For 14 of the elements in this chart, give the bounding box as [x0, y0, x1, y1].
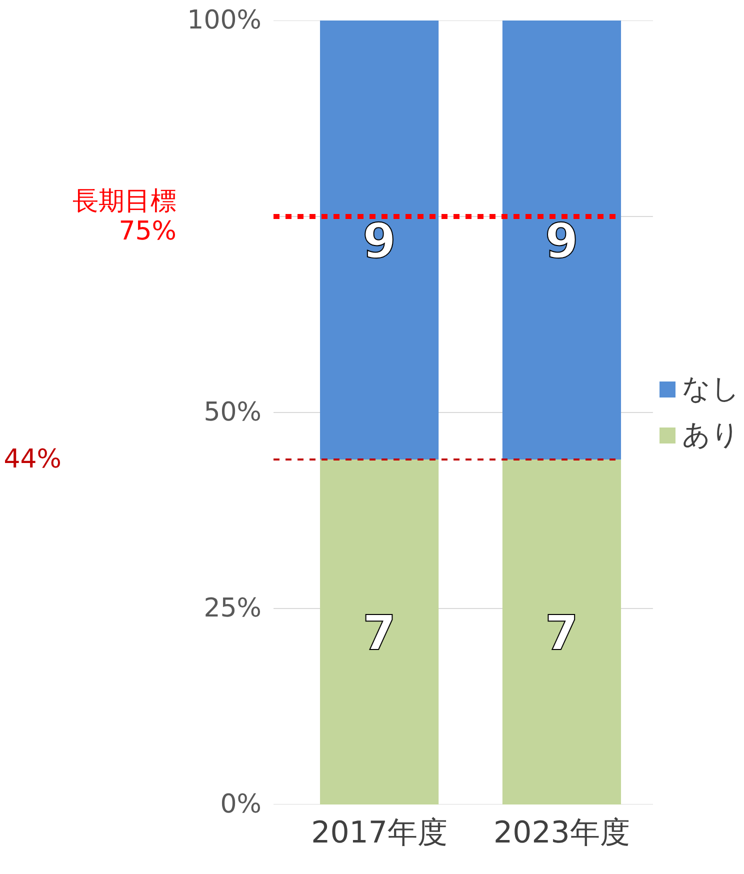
annotation: 7 — [545, 606, 578, 662]
x-tick-label: 2017年度 — [311, 816, 448, 850]
annotation: 9 — [545, 214, 578, 270]
y-tick-label: 0% — [220, 790, 262, 820]
annotation: 7 — [362, 606, 396, 662]
ref-line-label: 44% — [4, 444, 62, 475]
legend-label: あり — [682, 417, 740, 453]
ref-line-label: 長期目標 75% — [72, 186, 177, 246]
legend-label: なし — [682, 371, 740, 407]
x-tick-label: 2023年度 — [494, 816, 630, 850]
y-tick-label: 25% — [204, 594, 262, 624]
annotation: 9 — [362, 214, 396, 270]
y-tick-label: 100% — [187, 6, 262, 36]
y-tick-label: 50% — [204, 398, 262, 428]
